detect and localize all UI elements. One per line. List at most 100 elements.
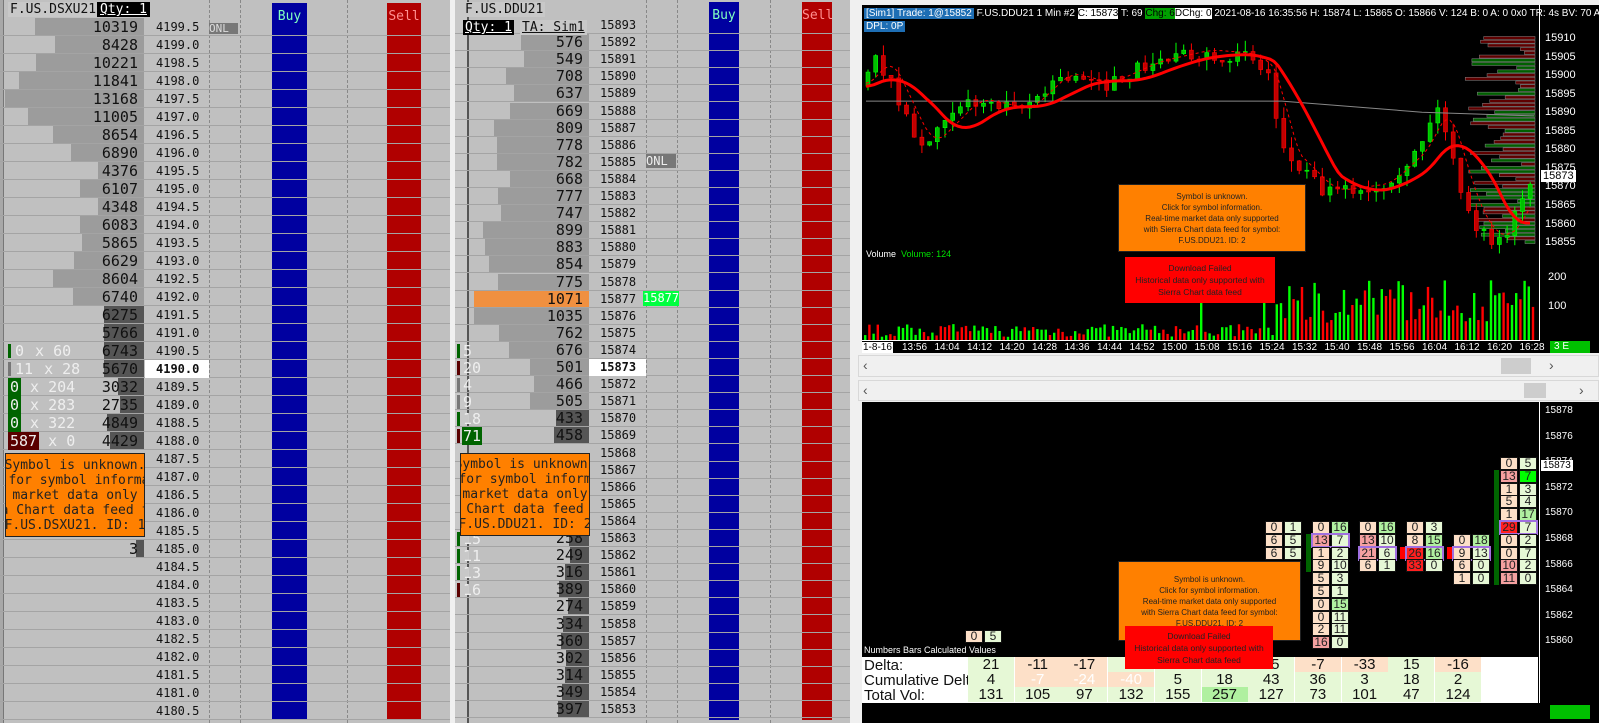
dom-row[interactable]: 637 15889 bbox=[455, 85, 850, 103]
price-cell[interactable]: 15891 bbox=[600, 52, 637, 67]
dom-row[interactable]: 314 15855 bbox=[455, 666, 850, 684]
scrollbar-thumb[interactable] bbox=[1501, 358, 1531, 374]
dom-row[interactable]: 4184.0 bbox=[0, 576, 450, 594]
price-cell[interactable]: 15876 bbox=[600, 308, 637, 323]
dom-row[interactable]: 501 15873 20 bbox=[455, 359, 850, 377]
price-cell[interactable]: 4183.5 bbox=[156, 596, 200, 610]
dom-row[interactable]: 458 15869 71 bbox=[455, 427, 850, 446]
price-cell[interactable]: 15871 bbox=[600, 394, 637, 409]
price-cell[interactable]: 4189.5 bbox=[156, 380, 200, 394]
scrollbar-thumb[interactable] bbox=[1524, 383, 1546, 398]
dom-row[interactable]: 4181.0 bbox=[0, 684, 450, 702]
price-cell[interactable]: 4198.5 bbox=[156, 56, 200, 70]
price-cell[interactable]: 15865 bbox=[600, 496, 637, 511]
order-quantity-cell[interactable]: 9 bbox=[457, 393, 473, 411]
footprint-chart[interactable]: 1587815876158741587215870158681586615864… bbox=[862, 402, 1599, 723]
dom-row[interactable]: 8428 4199.0 bbox=[0, 36, 450, 54]
dom-row[interactable]: 8604 4192.5 bbox=[0, 270, 450, 288]
price-cell[interactable]: 15870 bbox=[600, 411, 637, 426]
dom-row[interactable]: 1035 15876 bbox=[455, 307, 850, 325]
price-cell[interactable]: 15883 bbox=[600, 189, 637, 203]
dom-row[interactable]: 505 15871 9 bbox=[455, 393, 850, 411]
dom-row[interactable]: 1071 15877 bbox=[455, 290, 850, 308]
price-cell[interactable]: 15881 bbox=[600, 223, 637, 238]
price-cell[interactable]: 15869 bbox=[600, 428, 637, 443]
price-cell[interactable]: 4199.0 bbox=[156, 38, 200, 52]
order-quantity-cell[interactable]: 5 bbox=[457, 342, 473, 360]
price-cell[interactable]: 15860 bbox=[600, 582, 637, 597]
price-cell[interactable]: 4184.5 bbox=[156, 560, 200, 574]
price-cell[interactable]: 15893 bbox=[600, 18, 637, 32]
dom-row[interactable]: 349 15854 bbox=[455, 683, 850, 701]
dom-row[interactable]: 397 15853 bbox=[455, 701, 850, 719]
price-cell[interactable]: 15879 bbox=[600, 257, 637, 272]
dom-row[interactable]: 4429 4188.0 587 x 0 bbox=[0, 432, 450, 450]
order-quantity-cell[interactable]: 13 bbox=[457, 564, 482, 582]
sell-column[interactable]: Sell bbox=[802, 2, 833, 720]
price-cell[interactable]: 4187.5 bbox=[156, 452, 200, 466]
dom-row[interactable]: 5766 4191.0 bbox=[0, 324, 450, 342]
dom-row[interactable]: 360 15857 bbox=[455, 632, 850, 650]
dom-row[interactable]: 6107 4195.0 bbox=[0, 180, 450, 198]
dom-row[interactable]: 4183.5 bbox=[0, 594, 450, 612]
price-cell[interactable]: 4195.0 bbox=[156, 182, 200, 196]
dom-row[interactable]: 4186.5 bbox=[0, 486, 450, 504]
order-quantity-cell[interactable]: 16 bbox=[457, 581, 482, 599]
order-quantity-cell[interactable]: 11 bbox=[457, 547, 482, 565]
price-cell[interactable]: 4188.5 bbox=[156, 416, 200, 430]
dom-row[interactable]: 576 15892 bbox=[455, 34, 850, 52]
dom-row[interactable]: 4180.5 bbox=[0, 702, 450, 720]
order-quantity-cell[interactable]: 587 x 0 bbox=[8, 432, 75, 450]
dom-row[interactable]: 6629 4193.0 bbox=[0, 252, 450, 270]
price-cell[interactable]: 15886 bbox=[600, 137, 637, 152]
horizontal-scrollbar[interactable]: ‹ › bbox=[858, 380, 1599, 401]
dom-row[interactable]: 2735 4189.0 0 x 283 bbox=[0, 396, 450, 414]
dom-row[interactable]: 6740 4192.0 bbox=[0, 288, 450, 306]
dom-row[interactable]: 4182.0 bbox=[0, 648, 450, 666]
dom-row[interactable]: 274 15859 bbox=[455, 598, 850, 616]
dom-row[interactable]: 10319 4199.5 bbox=[0, 18, 450, 36]
dom-row[interactable]: 4182.5 bbox=[0, 630, 450, 648]
price-cell[interactable]: 4191.5 bbox=[156, 308, 200, 322]
price-cell[interactable]: 15854 bbox=[600, 684, 637, 699]
scroll-right-icon[interactable]: › bbox=[1579, 382, 1584, 398]
price-cell[interactable]: 15856 bbox=[600, 650, 637, 665]
order-quantity-cell[interactable]: 0 x 60 bbox=[8, 342, 71, 360]
price-cell[interactable]: 15890 bbox=[600, 69, 637, 84]
scroll-left-icon[interactable]: ‹ bbox=[863, 382, 868, 398]
price-cell[interactable]: 4195.5 bbox=[156, 164, 200, 178]
symbol-unknown-popup[interactable]: Symbol is unknown. Click for symbol info… bbox=[460, 453, 590, 536]
dom-row[interactable]: 4183.0 bbox=[0, 612, 450, 630]
price-cell[interactable]: 15878 bbox=[600, 274, 637, 289]
price-cell[interactable]: 4192.5 bbox=[156, 272, 200, 286]
price-cell[interactable]: 4189.0 bbox=[156, 398, 200, 412]
price-cell[interactable]: 4193.5 bbox=[156, 236, 200, 250]
dom-row[interactable]: 5670 4190.0 11 x 28 bbox=[0, 360, 450, 378]
dom-row[interactable]: 668 15884 bbox=[455, 170, 850, 188]
price-cell[interactable]: 15884 bbox=[600, 171, 637, 186]
dom-row[interactable]: 549 15891 bbox=[455, 51, 850, 69]
dom-row[interactable]: 5865 4193.5 bbox=[0, 234, 450, 252]
dom-row[interactable]: 809 15887 bbox=[455, 119, 850, 137]
symbol-unknown-popup[interactable]: Symbol is unknown. Click for symbol info… bbox=[1118, 184, 1306, 252]
price-cell[interactable]: 4196.0 bbox=[156, 146, 200, 160]
dom-row[interactable]: 676 15874 5 bbox=[455, 341, 850, 360]
price-cell[interactable]: 15875 bbox=[600, 325, 637, 340]
dom-row[interactable]: 15893 bbox=[455, 17, 850, 35]
price-cell[interactable]: 4197.0 bbox=[156, 110, 200, 124]
order-quantity-cell[interactable]: 18 bbox=[457, 410, 482, 428]
price-cell[interactable]: 4182.5 bbox=[156, 632, 200, 646]
price-cell[interactable]: 4184.0 bbox=[156, 578, 200, 592]
price-cell[interactable]: 15862 bbox=[600, 548, 637, 563]
dom-row[interactable]: 4187.5 bbox=[0, 450, 450, 468]
price-cell[interactable]: 15873 bbox=[589, 359, 646, 376]
price-cell[interactable]: 4199.5 bbox=[156, 20, 200, 34]
price-cell[interactable]: 4196.5 bbox=[156, 128, 200, 142]
price-cell[interactable]: 15866 bbox=[600, 479, 637, 494]
price-cell[interactable]: 4183.0 bbox=[156, 614, 200, 628]
price-cell[interactable]: 4185.0 bbox=[156, 542, 200, 556]
price-cell[interactable]: 4198.0 bbox=[156, 74, 200, 88]
price-cell[interactable]: 15885 bbox=[600, 154, 637, 169]
price-cell[interactable]: 4191.0 bbox=[156, 326, 200, 340]
price-cell[interactable]: 15863 bbox=[600, 531, 637, 545]
